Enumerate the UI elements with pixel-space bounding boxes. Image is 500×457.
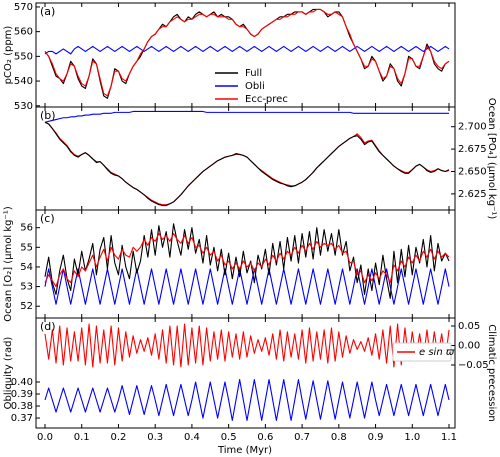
y-tick-label: 53: [20, 282, 33, 293]
y-axis-title: Obliquity (rad): [3, 337, 14, 410]
y-tick-label: 56: [20, 223, 33, 234]
legend-label: Obli: [245, 81, 265, 92]
data-line: [44, 8, 450, 97]
x-tick-label: 0.9: [368, 432, 384, 443]
data-line: [44, 379, 450, 421]
plot-area: [44, 323, 450, 421]
plot-area: [44, 110, 450, 207]
x-tick-label: 0.4: [184, 432, 200, 443]
y-tick-label: 0.38: [11, 401, 33, 412]
y2-tick-label: 2.650: [458, 166, 487, 177]
y2-tick-label: −0.05: [458, 360, 489, 371]
data-line: [44, 323, 450, 368]
x-tick-label: 1.0: [404, 432, 420, 443]
y-tick-label: 570: [14, 2, 33, 13]
panel-label: (b): [40, 109, 56, 122]
data-line: [44, 45, 450, 55]
y-tick-label: 55: [20, 242, 33, 253]
plot-area: [44, 8, 450, 99]
y-axis-title: pCO₂ (ppm): [3, 26, 14, 85]
y-tick-label: 530: [14, 101, 33, 112]
x-tick-label: 0.6: [257, 432, 273, 443]
panel-label: (d): [40, 320, 56, 333]
y2-tick-label: 2.700: [458, 122, 487, 133]
legend-label: Ecc-prec: [245, 94, 288, 105]
y-axis-title: Ocean [O₂] (μmol kg⁻¹): [3, 206, 14, 322]
y-tick-label: 550: [14, 51, 33, 62]
data-line: [44, 121, 450, 207]
panel-label: (a): [40, 5, 55, 18]
y2-axis-title: Climatic precession: [486, 324, 497, 421]
data-line: [44, 121, 450, 206]
legend-label: e sin ϖ: [419, 347, 455, 358]
y-tick-label: 540: [14, 76, 33, 87]
y2-axis-title: Ocean [PO₄] (μmol kg⁻¹): [486, 98, 497, 220]
data-line: [44, 223, 450, 299]
y-tick-label: 52: [20, 301, 33, 312]
panel-frame: [35, 317, 456, 429]
x-tick-label: 0.0: [37, 432, 53, 443]
data-line: [44, 268, 450, 305]
x-tick-label: 0.2: [111, 432, 127, 443]
x-tick-label: 0.5: [221, 432, 237, 443]
y-tick-label: 54: [20, 262, 33, 273]
x-tick-label: 0.1: [74, 432, 90, 443]
x-tick-label: 0.8: [331, 432, 347, 443]
x-tick-label: 1.1: [441, 432, 457, 443]
y-tick-label: 560: [14, 27, 33, 38]
x-tick-label: 0.7: [294, 432, 310, 443]
y-tick-label: 0.40: [11, 377, 33, 388]
y2-tick-label: 0.00: [458, 341, 480, 352]
y2-tick-label: 2.625: [458, 189, 487, 200]
data-line: [44, 110, 450, 123]
x-axis-title: Time (Myr): [217, 445, 272, 456]
data-line: [44, 233, 450, 288]
x-tick-label: 0.3: [147, 432, 163, 443]
plot-area: [44, 223, 450, 305]
y-tick-label: 0.39: [11, 389, 33, 400]
legend-label: Full: [245, 68, 262, 79]
y2-tick-label: 0.05: [458, 321, 480, 332]
y2-tick-label: 2.675: [458, 144, 487, 155]
panel-label: (c): [40, 212, 55, 225]
panel-frame: [35, 106, 456, 211]
legend-box: [392, 342, 452, 362]
y-tick-label: 0.37: [11, 413, 33, 424]
